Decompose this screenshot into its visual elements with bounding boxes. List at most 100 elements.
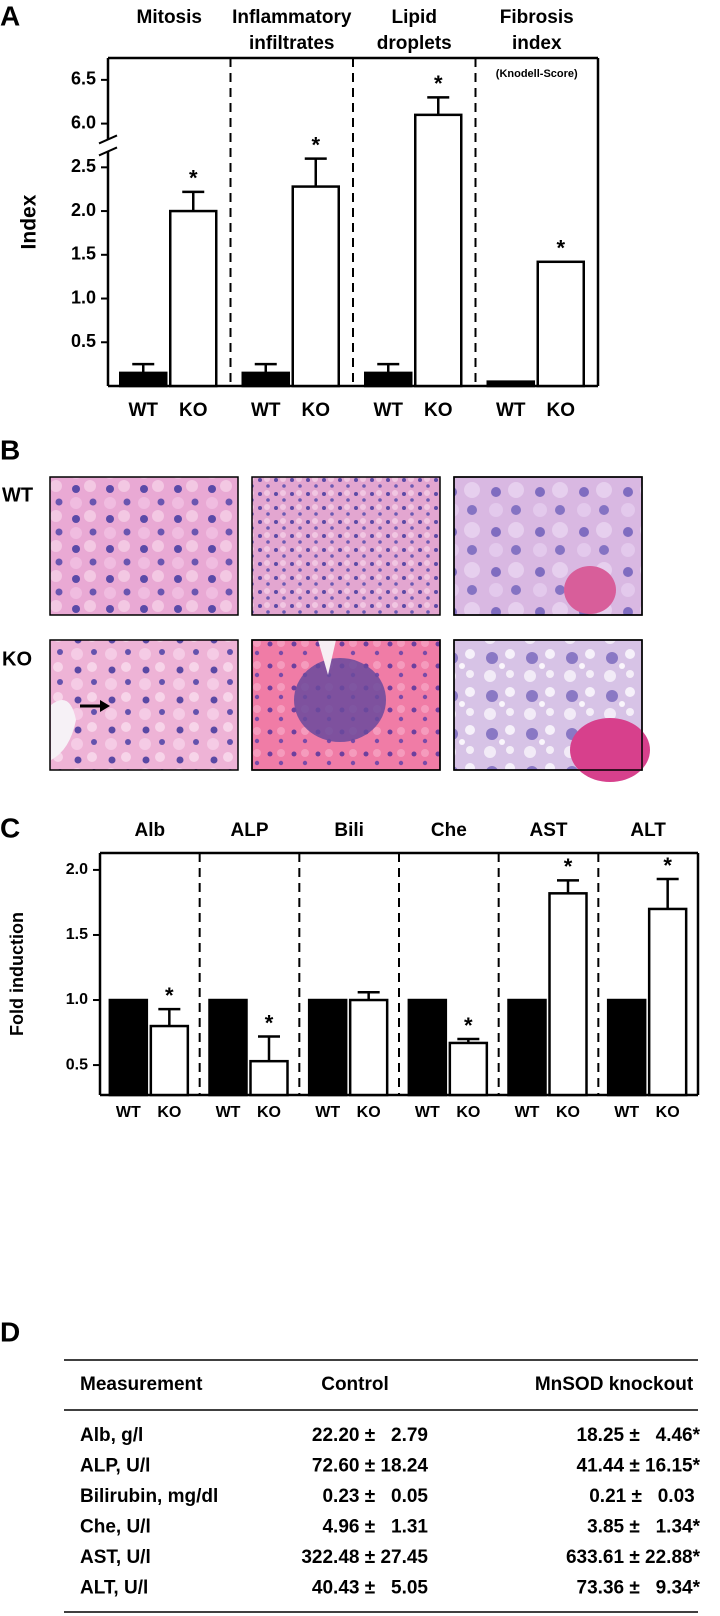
category-label: Che bbox=[431, 820, 467, 841]
category-label: Bili bbox=[334, 820, 364, 841]
arrow-head bbox=[100, 700, 110, 712]
significance-marker: * bbox=[464, 1013, 473, 1038]
vessel bbox=[570, 718, 650, 782]
vessel bbox=[51, 700, 76, 760]
x-tick-label: WT bbox=[128, 400, 158, 421]
panel-label: D bbox=[0, 1316, 20, 1347]
table-cell: 22.20 ± 2.79 bbox=[312, 1425, 428, 1446]
infiltrate bbox=[294, 658, 386, 742]
y-tick-label: 0.5 bbox=[66, 1056, 88, 1073]
bar bbox=[208, 998, 248, 1097]
frame bbox=[453, 476, 643, 616]
row-label: KO bbox=[2, 648, 32, 670]
y-tick-label: 2.0 bbox=[66, 861, 88, 878]
x-tick-label: WT bbox=[216, 1104, 241, 1121]
y-tick-label: 1.5 bbox=[71, 244, 96, 264]
x-tick-label: KO bbox=[179, 400, 208, 421]
panel-label: B bbox=[0, 434, 20, 465]
x-tick-label: KO bbox=[257, 1104, 281, 1121]
category-label: Alb bbox=[135, 820, 166, 841]
micrographs bbox=[49, 476, 650, 782]
bar bbox=[241, 371, 290, 388]
significance-marker: * bbox=[564, 854, 573, 879]
micrograph bbox=[251, 476, 441, 616]
y-tick-label: 1.5 bbox=[66, 926, 88, 943]
bar bbox=[364, 371, 413, 388]
table-cell: Alb, g/l bbox=[80, 1425, 143, 1446]
table-header: MnSOD knockout bbox=[535, 1374, 694, 1395]
category-label: Lipid bbox=[392, 7, 437, 28]
x-tick-label: KO bbox=[547, 400, 576, 421]
y-tick-label: 6.5 bbox=[71, 69, 96, 89]
panel-label: C bbox=[0, 812, 20, 843]
x-tick-label: WT bbox=[373, 400, 403, 421]
category-label: droplets bbox=[377, 33, 452, 54]
bar bbox=[606, 998, 647, 1097]
table-cell: ALT, U/l bbox=[80, 1578, 148, 1599]
table-cell: 322.48 ± 27.45 bbox=[301, 1547, 428, 1568]
vessel bbox=[318, 640, 336, 675]
category-label: AST bbox=[530, 820, 568, 841]
bar bbox=[307, 998, 348, 1097]
micrograph bbox=[49, 476, 239, 616]
bar bbox=[348, 998, 389, 1097]
bar bbox=[414, 113, 463, 388]
x-tick-label: WT bbox=[315, 1104, 340, 1121]
category-label: Mitosis bbox=[137, 7, 202, 28]
x-tick-label: WT bbox=[415, 1104, 440, 1121]
x-tick-label: KO bbox=[556, 1104, 580, 1121]
x-tick-label: WT bbox=[515, 1104, 540, 1121]
bar bbox=[119, 371, 168, 388]
y-tick-label: 1.0 bbox=[66, 991, 88, 1008]
category-label: Inflammatory bbox=[232, 7, 352, 28]
significance-marker: * bbox=[556, 236, 565, 261]
x-tick-label: WT bbox=[614, 1104, 639, 1121]
bar bbox=[536, 260, 585, 388]
bar bbox=[291, 185, 340, 388]
vessel bbox=[564, 566, 616, 614]
category-label: Fibrosis bbox=[500, 7, 574, 28]
x-tick-label: KO bbox=[157, 1104, 181, 1121]
x-tick-label: WT bbox=[251, 400, 281, 421]
table-cell: 40.43 ± 5.05 bbox=[312, 1578, 429, 1599]
bar bbox=[507, 998, 547, 1097]
y-tick-label: 2.5 bbox=[71, 156, 96, 176]
significance-marker: * bbox=[311, 132, 320, 157]
y-axis-label: Index bbox=[18, 194, 41, 249]
table-cell: ALP, U/l bbox=[80, 1456, 150, 1477]
panel-label: A bbox=[0, 0, 20, 31]
bar bbox=[448, 1041, 489, 1097]
bar bbox=[548, 892, 588, 1097]
significance-marker: * bbox=[434, 71, 443, 96]
y-tick-label: 2.0 bbox=[71, 200, 96, 220]
table-cell: 41.44 ± 16.15* bbox=[577, 1456, 701, 1477]
y-tick-label: 6.0 bbox=[71, 112, 96, 132]
axis-break bbox=[98, 146, 118, 157]
significance-marker: * bbox=[265, 1010, 274, 1035]
x-tick-label: WT bbox=[496, 400, 526, 421]
significance-marker: * bbox=[663, 853, 672, 878]
frame bbox=[453, 639, 643, 771]
micrograph bbox=[49, 639, 239, 771]
y-axis-label: Fold induction bbox=[7, 912, 27, 1036]
axis-break bbox=[98, 134, 118, 145]
y-tick-label: 1.0 bbox=[71, 287, 96, 307]
category-label: ALT bbox=[630, 820, 666, 841]
table-cell: 0.21 ± 0.03 bbox=[589, 1486, 700, 1507]
x-tick-label: KO bbox=[302, 400, 331, 421]
table-cell: 73.36 ± 9.34* bbox=[577, 1578, 701, 1599]
x-tick-label: WT bbox=[116, 1104, 141, 1121]
table-cell: 18.25 ± 4.46* bbox=[577, 1425, 701, 1446]
bar bbox=[169, 209, 218, 388]
y-tick-label: 0.5 bbox=[71, 331, 96, 351]
table-cell: AST, U/l bbox=[80, 1547, 151, 1568]
table-cell: Che, U/l bbox=[80, 1517, 151, 1538]
table-header: Control bbox=[321, 1374, 389, 1395]
bar bbox=[108, 998, 149, 1097]
x-tick-label: KO bbox=[456, 1104, 480, 1121]
category-label: infiltrates bbox=[249, 33, 335, 54]
x-tick-label: KO bbox=[424, 400, 453, 421]
table-cell: 3.85 ± 1.34* bbox=[587, 1517, 701, 1538]
table-cell: 4.96 ± 1.31 bbox=[322, 1517, 428, 1538]
